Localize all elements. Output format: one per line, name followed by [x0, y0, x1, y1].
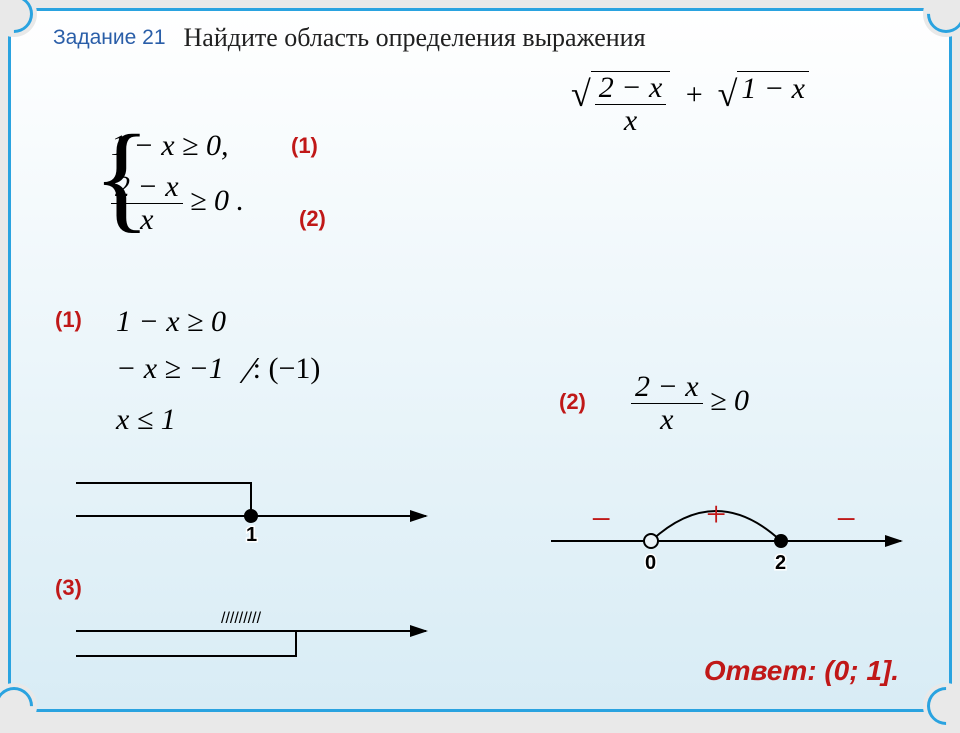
w2-den: x — [631, 403, 703, 436]
nl2-minus-l: − — [591, 499, 611, 539]
inequality-system: { 1 − x ≥ 0, 2 − xx ≥ 0 . — [111, 121, 244, 243]
corner-tr — [923, 0, 960, 37]
task-label: Задание 21 — [53, 26, 166, 50]
label-2b: (2) — [559, 389, 586, 415]
label-3: (3) — [55, 575, 82, 601]
brace: { — [93, 117, 151, 237]
plus: + — [678, 78, 710, 111]
corner-bl — [0, 683, 37, 729]
nl2-tick2: 2 — [775, 552, 786, 574]
work-block-1: 1 − x ≥ 0 − x ≥ −1 ⁄: (−1) x ≤ 1 — [116, 295, 320, 447]
w1-div: : (−1) — [253, 352, 321, 385]
nl2-tick0: 0 — [645, 552, 656, 574]
w2-tail: ≥ 0 — [703, 384, 749, 417]
numberline-1: 1 — [66, 461, 446, 551]
second-radicand: 1 − x — [737, 71, 809, 113]
label-2: (2) — [299, 206, 326, 232]
nl1-tick: 1 — [246, 524, 257, 546]
answer-text: Ответ: (0; 1]. — [704, 655, 899, 687]
label-1b: (1) — [55, 307, 82, 333]
slide-title: Найдите область определения выражения — [184, 23, 646, 53]
label-1: (1) — [291, 133, 318, 159]
slide-frame: Задание 21 Найдите область определения в… — [8, 8, 952, 712]
numberline-2: 0 2 − + − — [541, 461, 921, 581]
expr-num: 2 − x — [595, 72, 667, 104]
expr-den: x — [595, 104, 667, 137]
nl2-plus: + — [706, 494, 726, 534]
nl3-hatch: ///////// — [221, 610, 262, 627]
main-expression: √ 2 − xx + √1 − x — [571, 71, 809, 136]
corner-tl — [0, 0, 37, 37]
sys2-tail: ≥ 0 . — [183, 184, 244, 217]
w1-r2: − x ≥ −1 — [116, 352, 224, 385]
corner-br — [923, 683, 960, 729]
w2-num: 2 − x — [631, 371, 703, 403]
w1-r1: 1 − x ≥ 0 — [116, 305, 320, 339]
w1-r3: x ≤ 1 — [116, 403, 320, 437]
header: Задание 21 Найдите область определения в… — [53, 23, 907, 53]
numberline-3: ///////// — [66, 601, 446, 681]
nl2-minus-r: − — [836, 499, 856, 539]
work-block-2: 2 − xx ≥ 0 — [631, 371, 749, 435]
